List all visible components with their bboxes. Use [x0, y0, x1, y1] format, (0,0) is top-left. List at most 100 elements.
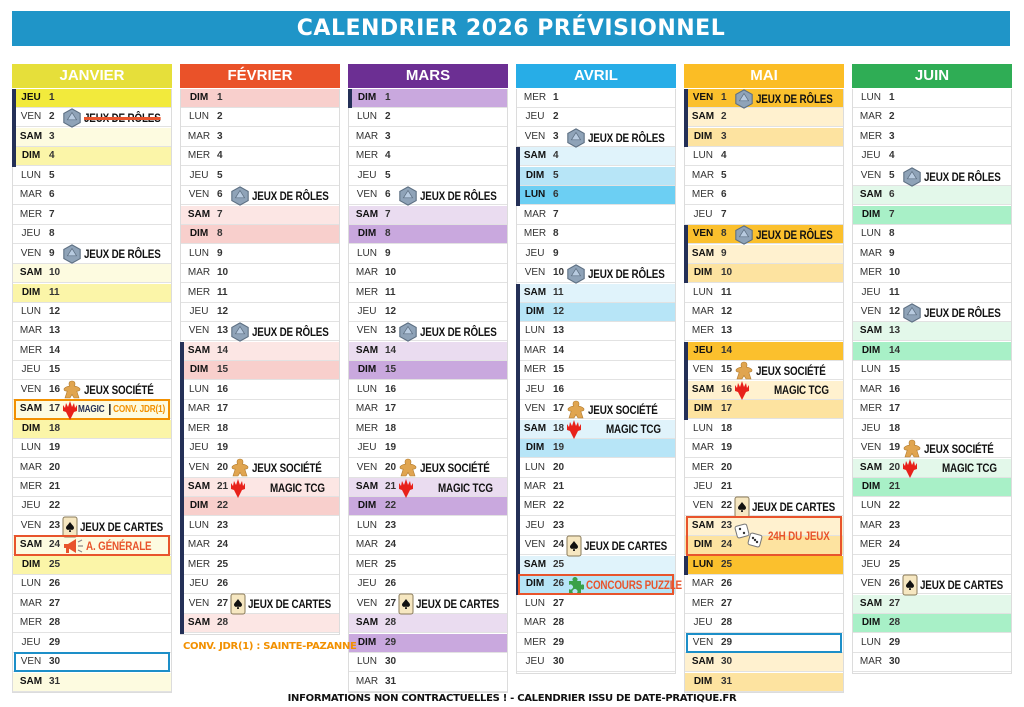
day-row[interactable]: DIM 28	[853, 614, 1011, 634]
day-row[interactable]: VEN 9	[13, 244, 171, 264]
day-row[interactable]: SAM 14	[181, 341, 339, 361]
day-row[interactable]: MAR 31	[349, 672, 507, 692]
day-row[interactable]: LUN 5	[13, 166, 171, 186]
day-row[interactable]: SAM 21	[181, 478, 339, 497]
day-row[interactable]: JEU 16	[517, 380, 675, 400]
day-row[interactable]: MAR 2	[853, 108, 1011, 128]
day-row[interactable]: MAR 24	[181, 536, 339, 556]
day-row[interactable]: MAR 21	[517, 478, 675, 497]
day-row[interactable]: JEU 22	[13, 497, 171, 517]
day-row[interactable]: MER 1	[517, 89, 675, 108]
day-row[interactable]: MAR 27	[13, 594, 171, 614]
day-row[interactable]: SAM 9	[685, 244, 843, 264]
day-row[interactable]: MAR 12	[685, 302, 843, 322]
day-row[interactable]: JEU 30	[517, 653, 675, 673]
day-row[interactable]: JEU 29	[13, 633, 171, 653]
day-row[interactable]: JEU 4	[853, 147, 1011, 167]
day-row[interactable]: SAM 30	[685, 653, 843, 673]
day-row[interactable]: SAM 7	[349, 205, 507, 225]
day-row[interactable]: MER 20	[685, 458, 843, 478]
day-row[interactable]: MAR 13	[13, 322, 171, 342]
day-row[interactable]: LUN 15	[853, 361, 1011, 381]
day-row[interactable]: MER 7	[13, 205, 171, 225]
day-row[interactable]: MER 24	[853, 536, 1011, 556]
day-row[interactable]: DIM 22	[349, 497, 507, 517]
day-row[interactable]: VEN 13	[349, 322, 507, 342]
day-row[interactable]: MER 28	[13, 614, 171, 634]
day-row[interactable]: JEU 28	[685, 614, 843, 634]
day-row[interactable]: VEN 10	[517, 264, 675, 284]
event[interactable]: JEUX DE CARTES	[398, 593, 517, 615]
event[interactable]: JEUX DE RÔLES	[734, 225, 849, 245]
day-row[interactable]: MER 8	[517, 225, 675, 245]
event[interactable]: JEUX DE RÔLES	[62, 244, 177, 265]
day-row[interactable]: JEU 7	[685, 205, 843, 225]
day-row[interactable]: MAR 7	[517, 205, 675, 225]
day-row[interactable]: DIM 22	[181, 497, 339, 517]
event[interactable]: JEUX DE RÔLES	[398, 186, 513, 206]
day-row[interactable]: MAR 10	[349, 264, 507, 284]
day-row[interactable]: VEN 12	[853, 302, 1011, 322]
day-row[interactable]: SAM 28	[181, 614, 339, 634]
day-row[interactable]: MAR 9	[853, 244, 1011, 264]
day-row[interactable]: MAR 20	[13, 458, 171, 478]
day-row[interactable]: MAR 5	[685, 166, 843, 186]
day-row[interactable]: SAM 16	[685, 380, 843, 400]
day-row[interactable]: MER 25	[181, 555, 339, 575]
day-row[interactable]: LUN 23	[181, 516, 339, 536]
day-row[interactable]: SAM 28	[349, 614, 507, 634]
event[interactable]: JEUX DE CARTES	[902, 574, 1021, 596]
day-row[interactable]: MER 11	[349, 283, 507, 303]
day-row[interactable]: LUN 27	[517, 594, 675, 614]
day-row[interactable]: JEU 11	[853, 283, 1011, 303]
event[interactable]: MAGIC TCG	[230, 478, 337, 498]
day-row[interactable]: MER 27	[685, 594, 843, 614]
event[interactable]: JEUX DE CARTES	[230, 593, 349, 615]
day-row[interactable]: MAR 30	[853, 653, 1011, 673]
day-row[interactable]: JEU 1	[13, 89, 171, 108]
day-row[interactable]: MER 17	[853, 400, 1011, 420]
day-row[interactable]: LUN 25	[685, 555, 843, 575]
day-row[interactable]: DIM 15	[181, 361, 339, 381]
day-row[interactable]: LUN 6	[517, 186, 675, 206]
day-row[interactable]: DIM 19	[517, 439, 675, 459]
day-row[interactable]: LUN 13	[517, 322, 675, 342]
day-row[interactable]: MER 4	[349, 147, 507, 167]
day-row[interactable]: MER 13	[685, 322, 843, 342]
day-row[interactable]: DIM 25	[13, 555, 171, 575]
day-row[interactable]: SAM 14	[349, 341, 507, 361]
day-row[interactable]: VEN 15	[685, 361, 843, 381]
day-row[interactable]: JEU 2	[517, 108, 675, 128]
day-row[interactable]: VEN 30	[13, 653, 171, 673]
event[interactable]: CONCOURS PUZZLE	[566, 575, 703, 594]
day-row[interactable]: LUN 11	[685, 283, 843, 303]
day-row[interactable]: MER 15	[517, 361, 675, 381]
day-row[interactable]: MER 25	[349, 555, 507, 575]
day-row[interactable]: DIM 7	[853, 205, 1011, 225]
day-row[interactable]: LUN 18	[685, 419, 843, 439]
day-row[interactable]: DIM 29	[349, 633, 507, 653]
day-row[interactable]: JEU 26	[349, 575, 507, 595]
day-row[interactable]: DIM 8	[181, 225, 339, 245]
day-row[interactable]: MER 4	[181, 147, 339, 167]
day-row[interactable]: DIM 5	[517, 166, 675, 186]
day-row[interactable]: MER 21	[13, 478, 171, 497]
day-row[interactable]: DIM 15	[349, 361, 507, 381]
event[interactable]: JEUX DE RÔLES	[230, 186, 345, 206]
event[interactable]: 24H DU JEUX	[734, 517, 843, 556]
day-row[interactable]: LUN 9	[181, 244, 339, 264]
day-row[interactable]: DIM 4	[13, 147, 171, 167]
event[interactable]: MAGIC TCG	[734, 381, 841, 401]
day-row[interactable]: LUN 16	[181, 380, 339, 400]
day-row[interactable]: DIM 12	[517, 302, 675, 322]
event[interactable]: JEUX DE RÔLES	[566, 127, 681, 148]
event[interactable]: JEUX SOCIÉTÉ	[62, 381, 169, 400]
day-row[interactable]: MAR 3	[349, 127, 507, 147]
day-row[interactable]: VEN 17	[517, 400, 675, 420]
day-row[interactable]: LUN 9	[349, 244, 507, 264]
day-row[interactable]: JEU 8	[13, 225, 171, 245]
day-row[interactable]: VEN 20	[181, 458, 339, 478]
day-row[interactable]: DIM 3	[685, 127, 843, 147]
event[interactable]: JEUX DE RÔLES	[734, 89, 849, 109]
day-row[interactable]: MER 14	[13, 341, 171, 361]
